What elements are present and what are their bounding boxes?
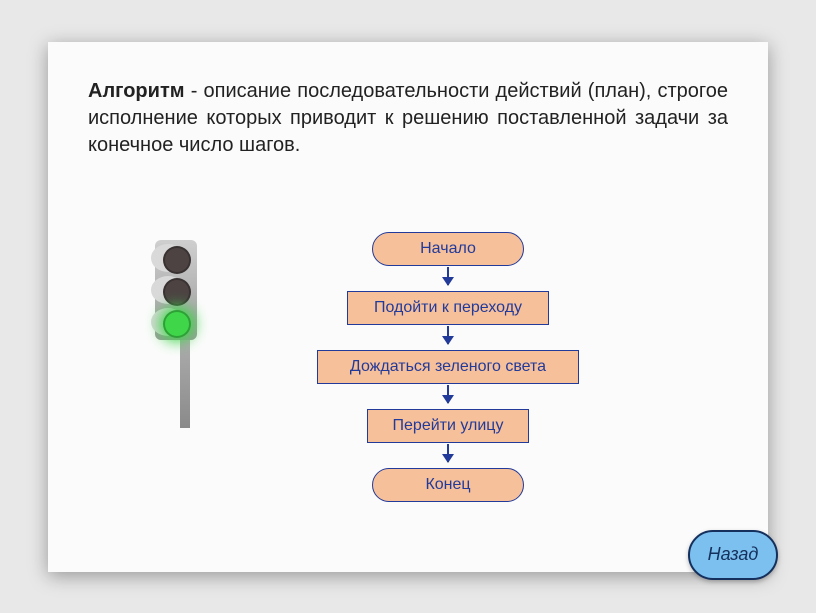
slide-sheet: Алгоритм - описание последовательности д… [48,42,768,572]
flow-arrow [447,267,449,285]
definition-term: Алгоритм [88,80,185,102]
back-button[interactable]: Назад [688,530,778,580]
flow-arrow [447,326,449,344]
flow-terminator: Конец [372,468,524,502]
traffic-light-housing [155,240,197,340]
flow-arrow [447,444,449,462]
definition-paragraph: Алгоритм - описание последовательности д… [88,78,728,159]
flow-process: Перейти улицу [367,409,529,443]
flowchart: Начало Подойти к переходу Дождаться зелено… [278,232,618,502]
traffic-light-illustration [120,240,230,410]
flow-process: Дождаться зеленого света [317,350,579,384]
traffic-light-lamp-off [163,278,191,306]
flow-arrow [447,385,449,403]
definition-rest: - описание последовательности действий (… [88,80,728,156]
back-button-label: Назад [708,544,759,565]
flow-process: Подойти к переходу [347,291,549,325]
traffic-light-lamp-off [163,246,191,274]
flow-terminator: Начало [372,232,524,266]
traffic-light-lamp-green [163,310,191,338]
